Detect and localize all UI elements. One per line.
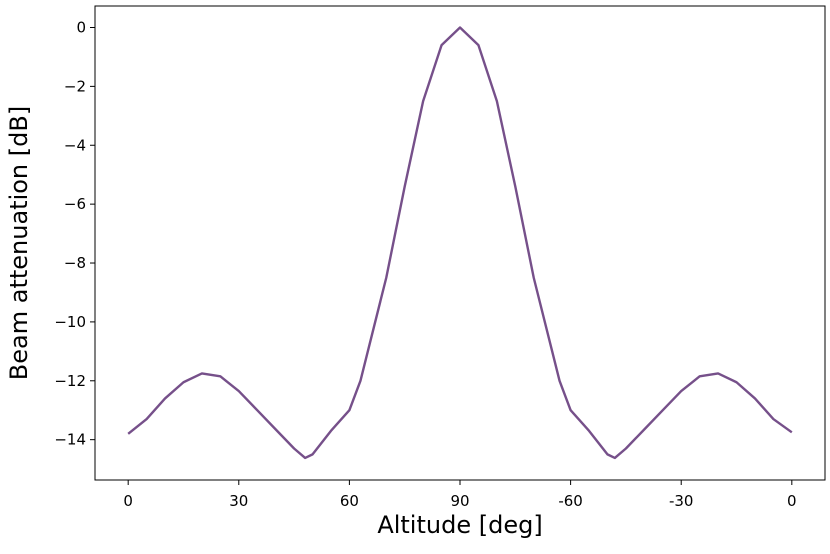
y-tick-label: −14 bbox=[54, 431, 86, 449]
y-tick-label: 0 bbox=[76, 18, 86, 36]
x-tick-label: 30 bbox=[229, 492, 248, 510]
y-tick-label: −12 bbox=[54, 372, 86, 390]
y-tick-label: −8 bbox=[64, 254, 86, 272]
y-axis-label: Beam attenuation [dB] bbox=[5, 106, 33, 380]
y-tick-label: −6 bbox=[64, 195, 86, 213]
x-tick-label: -30 bbox=[669, 492, 694, 510]
y-tick-label: −2 bbox=[64, 77, 86, 95]
x-tick-label: 0 bbox=[123, 492, 133, 510]
line bbox=[127, 26, 793, 460]
x-tick-label: -60 bbox=[558, 492, 583, 510]
x-tick-label: 0 bbox=[787, 492, 797, 510]
x-tick-label: 60 bbox=[340, 492, 359, 510]
plot-frame bbox=[94, 5, 826, 481]
y-tick-label: −4 bbox=[64, 136, 86, 154]
x-axis-label: Altitude [deg] bbox=[377, 511, 542, 539]
y-tick-label: −10 bbox=[54, 313, 86, 331]
x-tick-label: 90 bbox=[450, 492, 469, 510]
